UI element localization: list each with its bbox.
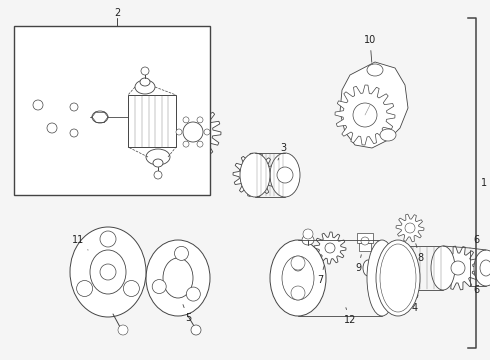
Ellipse shape: [474, 250, 490, 286]
Ellipse shape: [291, 256, 305, 270]
Ellipse shape: [186, 287, 200, 301]
Ellipse shape: [90, 250, 126, 294]
Polygon shape: [340, 62, 408, 148]
Ellipse shape: [163, 258, 193, 298]
Ellipse shape: [146, 240, 210, 316]
Text: 8: 8: [416, 244, 423, 263]
Ellipse shape: [282, 256, 314, 300]
Ellipse shape: [152, 280, 166, 293]
Ellipse shape: [33, 100, 43, 110]
Polygon shape: [28, 95, 62, 140]
Ellipse shape: [405, 223, 415, 233]
Ellipse shape: [92, 111, 108, 123]
Ellipse shape: [371, 246, 395, 290]
Ellipse shape: [353, 103, 377, 127]
Ellipse shape: [70, 227, 146, 317]
Ellipse shape: [146, 149, 170, 165]
Bar: [357, 233, 373, 243]
Ellipse shape: [204, 129, 210, 135]
Ellipse shape: [240, 153, 270, 197]
Text: 1: 1: [481, 178, 487, 188]
Text: 6: 6: [473, 285, 479, 295]
Ellipse shape: [451, 261, 465, 275]
Polygon shape: [66, 96, 90, 142]
Bar: [14, 26, 210, 195]
Bar: [128, 95, 176, 147]
Ellipse shape: [141, 67, 149, 75]
Ellipse shape: [183, 122, 203, 142]
Ellipse shape: [380, 244, 416, 312]
Ellipse shape: [376, 240, 420, 316]
Polygon shape: [165, 104, 221, 160]
Ellipse shape: [47, 123, 57, 133]
Text: 3: 3: [278, 143, 286, 160]
Ellipse shape: [191, 325, 201, 335]
Bar: [359, 243, 371, 251]
Ellipse shape: [76, 280, 93, 297]
Ellipse shape: [361, 237, 369, 245]
Text: 12: 12: [344, 308, 356, 325]
Ellipse shape: [123, 280, 139, 297]
Ellipse shape: [367, 240, 397, 316]
Ellipse shape: [293, 261, 303, 271]
Ellipse shape: [183, 117, 189, 123]
Text: 5: 5: [183, 305, 191, 323]
Ellipse shape: [303, 229, 313, 239]
Ellipse shape: [154, 171, 162, 179]
Polygon shape: [233, 153, 277, 197]
Ellipse shape: [302, 235, 314, 245]
Text: 2: 2: [114, 8, 120, 18]
Ellipse shape: [197, 141, 203, 147]
Ellipse shape: [140, 78, 150, 86]
Ellipse shape: [174, 246, 189, 260]
Polygon shape: [314, 232, 346, 264]
Text: 6: 6: [473, 235, 479, 245]
Ellipse shape: [325, 243, 335, 253]
Ellipse shape: [176, 129, 182, 135]
Ellipse shape: [363, 260, 373, 276]
Ellipse shape: [153, 159, 163, 167]
Ellipse shape: [270, 240, 326, 316]
Ellipse shape: [291, 286, 305, 300]
Ellipse shape: [367, 64, 383, 76]
Text: 10: 10: [364, 35, 376, 62]
Ellipse shape: [135, 80, 155, 94]
Ellipse shape: [277, 167, 293, 183]
Ellipse shape: [100, 231, 116, 247]
Text: 11: 11: [72, 235, 88, 250]
Ellipse shape: [270, 153, 300, 197]
Ellipse shape: [431, 246, 455, 290]
Ellipse shape: [380, 129, 396, 141]
Ellipse shape: [183, 141, 189, 147]
Text: 7: 7: [317, 266, 324, 285]
Polygon shape: [396, 214, 424, 242]
Polygon shape: [436, 246, 480, 290]
Text: 9: 9: [355, 255, 361, 273]
Polygon shape: [335, 85, 395, 145]
Ellipse shape: [480, 260, 490, 276]
Ellipse shape: [197, 117, 203, 123]
Ellipse shape: [70, 103, 78, 111]
Ellipse shape: [100, 264, 116, 280]
Text: 4: 4: [412, 295, 418, 313]
Ellipse shape: [118, 325, 128, 335]
Ellipse shape: [70, 129, 78, 137]
